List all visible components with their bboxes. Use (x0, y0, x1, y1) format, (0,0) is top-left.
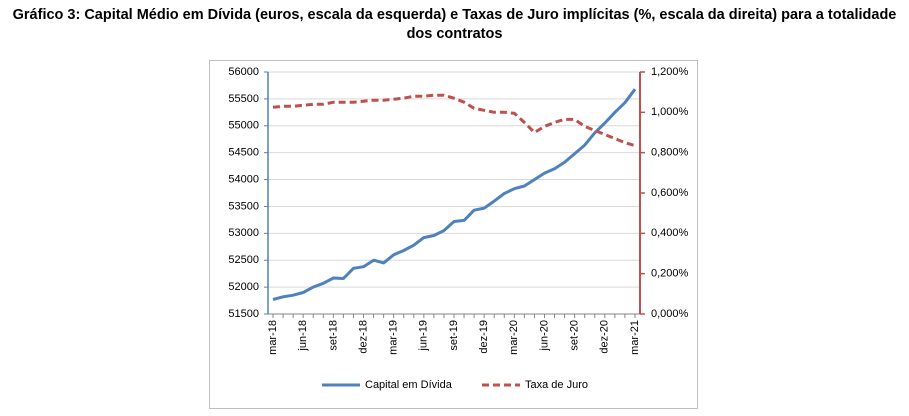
x-tick-label: dez-20 (599, 320, 611, 354)
chart-title: Gráfico 3: Capital Médio em Dívida (euro… (12, 7, 897, 42)
y-tick-label: 54500 (228, 147, 259, 159)
y2-tick-label: 0,000% (651, 308, 689, 320)
y-tick-label: 56000 (228, 66, 259, 78)
y-tick-label: 52500 (228, 254, 259, 266)
x-tick-label: jun-19 (418, 320, 430, 352)
y-tick-label: 51500 (228, 308, 259, 320)
y2-tick-label: 0,200% (651, 268, 689, 280)
x-tick-label: dez-18 (357, 320, 369, 354)
y2-tick-label: 1,000% (651, 106, 689, 118)
x-tick-label: set-20 (569, 320, 581, 351)
y-tick-label: 54000 (228, 173, 259, 185)
y-tick-label: 55500 (228, 93, 259, 105)
series-line (272, 93, 636, 148)
legend-label: Taxa de Juro (525, 379, 588, 391)
y2-tick-label: 0,400% (651, 227, 689, 239)
y-tick-label: 52000 (228, 281, 259, 293)
series-line (272, 88, 637, 301)
x-tick-label: mar-21 (629, 320, 641, 355)
x-tick-label: jun-20 (538, 320, 550, 352)
x-tick-label: jun-18 (297, 320, 309, 352)
y-tick-label: 55000 (228, 120, 259, 132)
chart-frame (209, 60, 698, 409)
y-tick-label: 53500 (228, 200, 259, 212)
x-tick-label: set-18 (327, 320, 339, 351)
legend-label: Capital em Dívida (365, 379, 453, 391)
x-tick-label: set-19 (448, 320, 460, 351)
x-tick-label: mar-18 (267, 320, 279, 355)
y-tick-label: 53000 (228, 227, 259, 239)
x-tick-label: dez-19 (478, 320, 490, 354)
y2-tick-label: 0,600% (651, 187, 689, 199)
y2-tick-label: 1,200% (651, 66, 689, 78)
x-tick-label: mar-20 (508, 320, 520, 355)
x-tick-label: mar-19 (388, 320, 400, 355)
y2-tick-label: 0,800% (651, 147, 689, 159)
